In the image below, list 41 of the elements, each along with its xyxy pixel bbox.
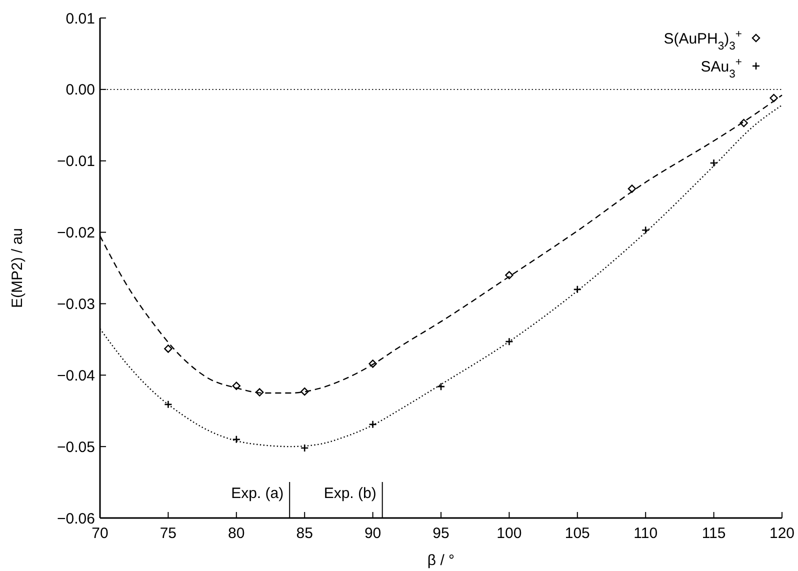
point (710, 158, 718, 168)
y-tick-label: −0.05 (57, 438, 95, 456)
point (300, 387, 309, 396)
point (740, 118, 748, 128)
y-tick-label: 0.01 (66, 10, 95, 28)
y-tick-label: −0.01 (57, 153, 95, 170)
point (505, 337, 514, 346)
y-tick-label: 0.00 (66, 82, 95, 99)
point (770, 94, 778, 102)
y-axis-title: E(MP2) / au (9, 228, 26, 308)
ref-line-label: Exp. (b) (324, 485, 376, 502)
x-tick-label: 90 (364, 525, 382, 542)
point (232, 435, 241, 444)
point (505, 271, 514, 280)
x-tick-label: 95 (432, 525, 450, 542)
point (573, 285, 582, 294)
x-tick-label: 110 (634, 525, 658, 542)
point (232, 382, 240, 390)
point (641, 226, 650, 234)
x-tick-label: 100 (496, 525, 522, 542)
x-tick-label: 120 (769, 525, 795, 542)
y-tick-label: −0.02 (57, 224, 95, 242)
x-tick-label: 80 (228, 525, 245, 542)
x-tick-label: 75 (160, 525, 177, 542)
point (436, 382, 446, 391)
x-tick-label: 105 (564, 525, 590, 542)
x-tick-label: 70 (92, 525, 108, 542)
point (255, 388, 264, 396)
x-tick-label: 115 (702, 525, 726, 542)
point (368, 360, 377, 368)
x-axis-title: β / ° (427, 552, 455, 569)
point (628, 184, 636, 193)
ref-line-label: Exp. (a) (231, 485, 284, 502)
point (300, 444, 309, 452)
point (164, 400, 172, 409)
y-tick-label: −0.06 (57, 510, 95, 528)
y-tick-label: −0.03 (57, 296, 95, 313)
x-tick-label: 85 (296, 525, 313, 542)
y-tick-label: −0.04 (57, 367, 95, 384)
point (164, 344, 172, 353)
point (368, 420, 377, 429)
